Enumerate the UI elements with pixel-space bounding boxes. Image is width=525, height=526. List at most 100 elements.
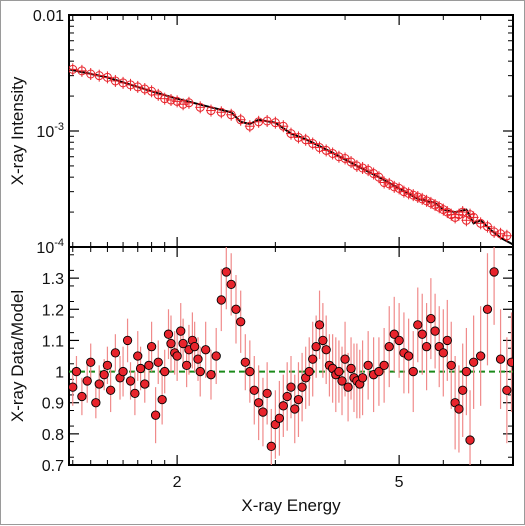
ratio-point <box>193 354 203 364</box>
data-point <box>140 84 150 94</box>
ratio-point <box>403 351 414 361</box>
data-point <box>482 222 492 232</box>
ratio-point <box>421 342 432 352</box>
ratio-point <box>133 351 143 361</box>
data-point <box>166 95 176 105</box>
data-point <box>502 231 512 241</box>
ratio-point <box>489 267 499 277</box>
ratio-point <box>125 376 136 386</box>
ratio-point <box>318 335 328 346</box>
data-point <box>86 69 96 79</box>
ratio-point <box>430 326 440 336</box>
ratio-point <box>144 360 154 370</box>
ratio-point <box>71 366 82 377</box>
ratio-point <box>346 363 356 374</box>
data-point <box>496 229 506 239</box>
y-tick-label: 1.3 <box>42 271 64 288</box>
ratio-point <box>340 354 350 364</box>
ratio-point <box>482 304 493 314</box>
ratio-point <box>258 407 268 417</box>
ratio-point <box>442 335 452 346</box>
ratio-point <box>195 366 205 377</box>
ratio-point <box>384 342 394 352</box>
top-data <box>69 63 513 246</box>
data-point <box>195 102 205 112</box>
data-point <box>352 161 362 171</box>
data-point <box>389 182 399 192</box>
ratio-point <box>408 366 418 377</box>
ratio-point <box>379 360 389 370</box>
ratio-point <box>314 320 325 330</box>
y-tick-label: 10-3 <box>36 121 64 141</box>
ratio-point <box>118 366 128 377</box>
ratio-point <box>206 370 216 380</box>
ratio-point <box>172 351 182 361</box>
y-tick-label: 0.8 <box>42 427 64 444</box>
ratio-point <box>153 357 163 367</box>
ratio-point <box>146 342 157 352</box>
data-point <box>206 106 216 116</box>
ratio-point <box>69 382 78 392</box>
ratio-point <box>458 385 468 395</box>
ratio-point <box>211 351 221 361</box>
data-point <box>379 177 389 187</box>
ratio-point <box>297 382 307 392</box>
ratio-point <box>293 394 304 405</box>
ratio-point <box>226 279 236 290</box>
ratio-point <box>245 366 255 377</box>
y-tick-label: 1.1 <box>42 333 64 350</box>
bottom-panel-frame <box>68 246 514 466</box>
data-point <box>399 187 409 197</box>
ratio-point <box>374 366 384 377</box>
ratio-point <box>266 441 276 451</box>
data-point <box>286 129 296 139</box>
y-tick-label: 0.01 <box>33 8 64 25</box>
ratio-point <box>77 391 87 402</box>
ratio-point <box>150 410 161 420</box>
ratio-point <box>91 398 101 408</box>
ratio-point <box>417 329 427 339</box>
ratio-point <box>438 348 448 358</box>
ratio-point <box>426 313 436 324</box>
x-tick-label: 5 <box>395 474 404 491</box>
ratio-point <box>135 363 146 374</box>
bottom-panel: 0.7 0.8 0.9 1 1.1 1.2 1.3 2 5 X-ray Energy X-ray D… <box>8 247 514 515</box>
ratio-point <box>160 366 170 377</box>
ratio-point <box>468 357 479 367</box>
data-point <box>102 72 112 82</box>
ratio-point <box>189 342 200 352</box>
ratio-point <box>253 398 264 408</box>
ratio-point <box>357 373 368 383</box>
y-tick-label: 1.2 <box>42 302 64 319</box>
ratio-point <box>249 385 259 395</box>
ratio-point <box>262 388 272 399</box>
y-tick-label: 10-4 <box>36 237 64 257</box>
data-point <box>469 212 479 222</box>
ratio-point <box>311 342 321 352</box>
ratio-point <box>221 267 231 277</box>
data-point <box>301 135 311 145</box>
ratio-point <box>278 401 288 411</box>
data-point <box>153 90 163 100</box>
ratio-point <box>201 345 211 355</box>
x-tick-label: 2 <box>173 474 182 491</box>
y-tick-label: 0.7 <box>42 458 64 475</box>
data-point <box>384 179 394 189</box>
ratio-point <box>475 351 486 361</box>
data-point <box>245 121 255 131</box>
ratio-point <box>163 329 174 339</box>
ratio-point <box>290 404 300 414</box>
data-point <box>69 64 78 74</box>
bottom-data <box>69 247 513 465</box>
ratio-point <box>389 329 399 339</box>
ratio-point <box>506 357 513 367</box>
ratio-point <box>122 335 133 346</box>
y-tick-label: 0.9 <box>42 396 64 413</box>
ratio-point <box>304 366 314 377</box>
ratio-point <box>176 326 186 336</box>
data-point <box>178 99 188 109</box>
data-point <box>216 107 226 117</box>
ratio-point <box>461 366 472 377</box>
